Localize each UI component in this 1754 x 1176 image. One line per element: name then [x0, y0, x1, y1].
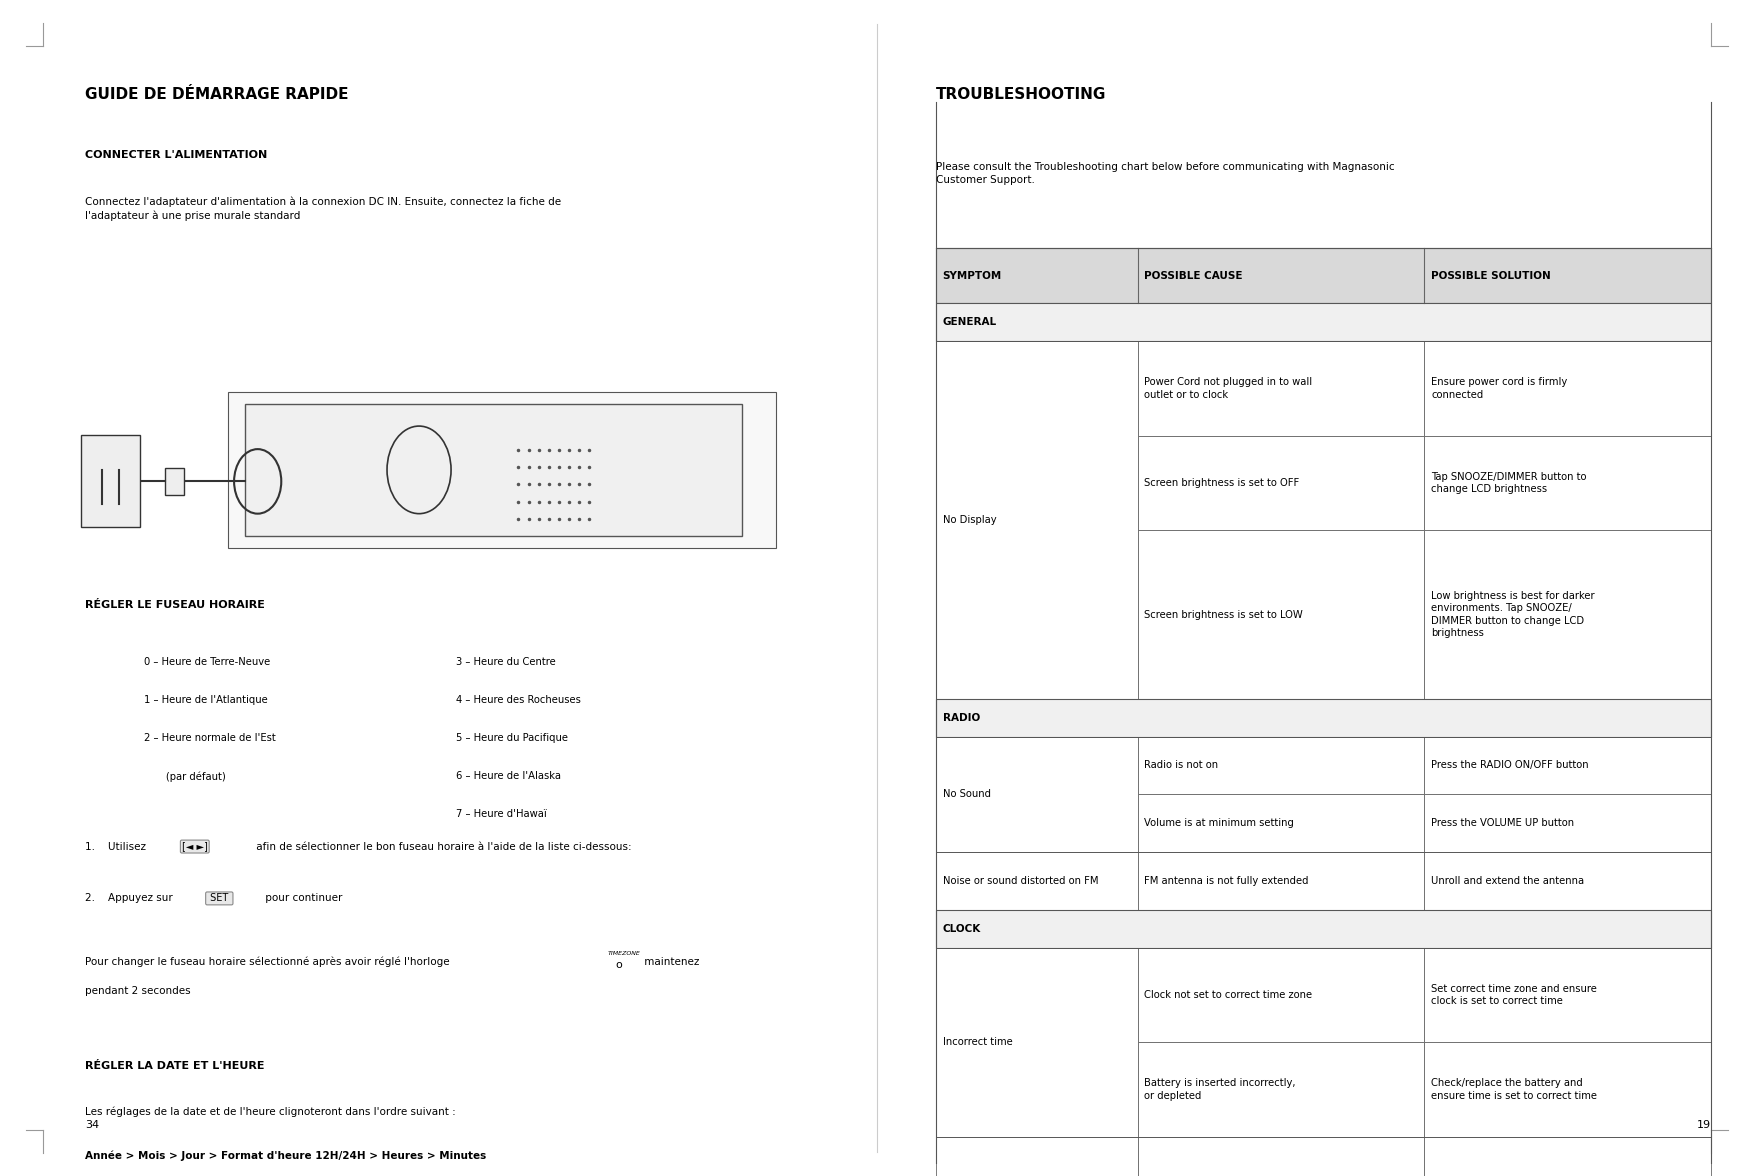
Text: SET: SET — [207, 894, 232, 903]
Text: Radio is not on: Radio is not on — [1144, 761, 1219, 770]
Text: 0 – Heure de Terre-Neuve: 0 – Heure de Terre-Neuve — [144, 657, 270, 667]
Text: 34: 34 — [84, 1120, 98, 1130]
Text: 6 – Heure de l'Alaska: 6 – Heure de l'Alaska — [456, 771, 561, 781]
Text: 3 – Heure du Centre: 3 – Heure du Centre — [456, 657, 556, 667]
Text: 19: 19 — [1698, 1120, 1712, 1130]
Text: 5 – Heure du Pacifique: 5 – Heure du Pacifique — [456, 733, 568, 743]
Text: Noise or sound distorted on FM: Noise or sound distorted on FM — [942, 876, 1098, 886]
Text: Please consult the Troubleshooting chart below before communicating with Magnaso: Please consult the Troubleshooting chart… — [937, 161, 1394, 185]
Text: afin de sélectionner le bon fuseau horaire à l'aide de la liste ci-dessous:: afin de sélectionner le bon fuseau horai… — [254, 842, 631, 851]
Text: No Sound: No Sound — [942, 789, 991, 800]
Text: RÉGLER LA DATE ET L'HEURE: RÉGLER LA DATE ET L'HEURE — [84, 1061, 265, 1070]
Text: RÉGLER LE FUSEAU HORAIRE: RÉGLER LE FUSEAU HORAIRE — [84, 600, 265, 609]
Text: POSSIBLE CAUSE: POSSIBLE CAUSE — [1144, 270, 1244, 281]
Text: Unroll and extend the antenna: Unroll and extend the antenna — [1431, 876, 1584, 886]
Text: Power Cord not plugged in to wall
outlet or to clock: Power Cord not plugged in to wall outlet… — [1144, 377, 1312, 400]
Bar — [937, 909, 1712, 948]
Bar — [1138, 948, 1424, 1042]
FancyBboxPatch shape — [228, 392, 775, 548]
Text: Screen brightness is set to OFF: Screen brightness is set to OFF — [1144, 479, 1300, 488]
Bar — [1424, 948, 1712, 1042]
Text: FM antenna is not fully extended: FM antenna is not fully extended — [1144, 876, 1308, 886]
Text: Screen brightness is set to LOW: Screen brightness is set to LOW — [1144, 609, 1303, 620]
Bar — [1424, 1042, 1712, 1136]
Text: Incorrect time: Incorrect time — [942, 1037, 1012, 1047]
Bar — [1138, 851, 1424, 909]
Text: Volume is at minimum setting: Volume is at minimum setting — [1144, 818, 1294, 828]
Text: pendant 2 secondes: pendant 2 secondes — [84, 985, 191, 996]
Text: 2 – Heure normale de l'Est: 2 – Heure normale de l'Est — [144, 733, 275, 743]
Text: maintenez: maintenez — [640, 957, 700, 967]
Text: GUIDE DE DÉMARRAGE RAPIDE: GUIDE DE DÉMARRAGE RAPIDE — [84, 87, 349, 101]
Text: Clock not set to correct time zone: Clock not set to correct time zone — [1144, 990, 1312, 1000]
Bar — [1138, 736, 1424, 794]
Text: Année > Mois > Jour > Format d'heure 12H/24H > Heures > Minutes: Année > Mois > Jour > Format d'heure 12H… — [84, 1150, 486, 1161]
Bar — [1424, 794, 1712, 851]
Bar — [1424, 341, 1712, 436]
Text: CONNECTER L'ALIMENTATION: CONNECTER L'ALIMENTATION — [84, 151, 267, 160]
Text: pour continuer: pour continuer — [261, 894, 342, 903]
Text: Pour changer le fuseau horaire sélectionné après avoir réglé l'horloge: Pour changer le fuseau horaire sélection… — [84, 957, 453, 968]
Text: o: o — [616, 961, 623, 970]
Text: Check/replace the battery and
ensure time is set to correct time: Check/replace the battery and ensure tim… — [1431, 1078, 1598, 1101]
Text: No Display: No Display — [942, 515, 996, 524]
Bar — [165, 468, 184, 495]
Text: 1 – Heure de l'Atlantique: 1 – Heure de l'Atlantique — [144, 695, 268, 706]
Text: RADIO: RADIO — [942, 713, 980, 723]
Text: Press the VOLUME UP button: Press the VOLUME UP button — [1431, 818, 1575, 828]
Text: (par défaut): (par défaut) — [144, 771, 226, 782]
Bar — [1424, 736, 1712, 794]
Bar — [937, 699, 1712, 736]
Text: TIMEZONE: TIMEZONE — [607, 951, 640, 956]
Bar — [1138, 436, 1424, 530]
Text: Battery is inserted incorrectly,
or depleted: Battery is inserted incorrectly, or depl… — [1144, 1078, 1296, 1101]
Text: 1.    Utilisez: 1. Utilisez — [84, 842, 149, 851]
Text: 2.    Appuyez sur: 2. Appuyez sur — [84, 894, 175, 903]
Text: Connectez l'adaptateur d'alimentation à la connexion DC IN. Ensuite, connectez l: Connectez l'adaptateur d'alimentation à … — [84, 196, 561, 221]
Text: SYMPTOM: SYMPTOM — [942, 270, 1002, 281]
Text: TROUBLESHOOTING: TROUBLESHOOTING — [937, 87, 1107, 101]
Text: POSSIBLE SOLUTION: POSSIBLE SOLUTION — [1431, 270, 1551, 281]
Bar — [81, 435, 140, 528]
Text: 7 – Heure d'Hawaï: 7 – Heure d'Hawaï — [456, 809, 547, 820]
Text: 4 – Heure des Rocheuses: 4 – Heure des Rocheuses — [456, 695, 581, 706]
Bar — [937, 248, 1712, 303]
Text: [◄ ►]: [◄ ►] — [182, 842, 207, 851]
Bar — [1138, 341, 1424, 436]
Bar — [1138, 1042, 1424, 1136]
Bar — [1424, 436, 1712, 530]
Text: CLOCK: CLOCK — [942, 923, 980, 934]
Bar — [1424, 851, 1712, 909]
Text: Ensure power cord is firmly
connected: Ensure power cord is firmly connected — [1431, 377, 1568, 400]
Bar — [937, 303, 1712, 341]
Text: Press the RADIO ON/OFF button: Press the RADIO ON/OFF button — [1431, 761, 1589, 770]
Bar — [937, 851, 1138, 909]
Text: GENERAL: GENERAL — [942, 318, 996, 327]
Text: Set correct time zone and ensure
clock is set to correct time: Set correct time zone and ensure clock i… — [1431, 983, 1596, 1005]
Text: Tap SNOOZE/DIMMER button to
change LCD brightness: Tap SNOOZE/DIMMER button to change LCD b… — [1431, 472, 1587, 494]
Bar — [1138, 794, 1424, 851]
Text: Low brightness is best for darker
environments. Tap SNOOZE/
DIMMER button to cha: Low brightness is best for darker enviro… — [1431, 590, 1594, 639]
Text: Les réglages de la date et de l'heure clignoteront dans l'ordre suivant :: Les réglages de la date et de l'heure cl… — [84, 1107, 456, 1117]
